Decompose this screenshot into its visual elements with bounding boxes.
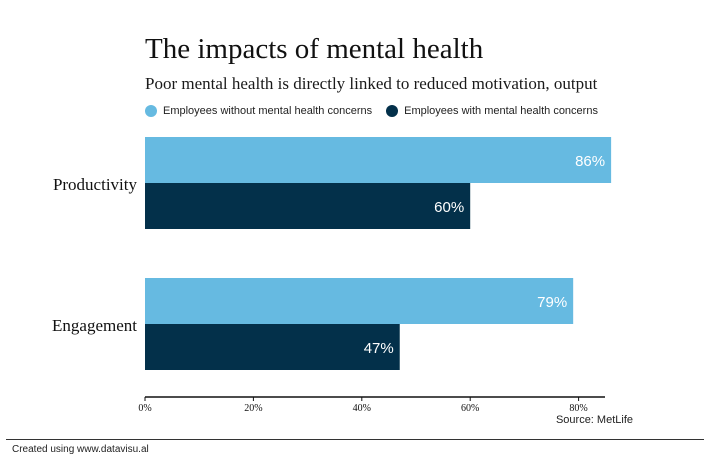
bar-productivity-series-1 <box>145 137 612 183</box>
bar-engagement-series-1 <box>145 278 574 324</box>
chart-title: The impacts of mental health <box>145 33 484 65</box>
x-tick-label-20: 20% <box>244 403 262 414</box>
legend: Employees without mental health concerns… <box>145 102 612 120</box>
legend-label-with-concerns: Employees with mental health concerns <box>404 105 598 117</box>
legend-item-with-concerns: Employees with mental health concerns <box>386 105 598 117</box>
bar-engagement-series-2 <box>145 324 400 370</box>
x-tick-label-40: 40% <box>353 403 371 414</box>
data-label-productivity-series-2: 60% <box>434 199 464 216</box>
category-label-productivity: Productivity <box>53 175 138 194</box>
legend-swatch-without-concerns <box>145 105 157 117</box>
source-note: Source: MetLife <box>555 414 633 426</box>
footer-divider <box>6 439 704 440</box>
legend-swatch-with-concerns <box>386 105 399 117</box>
data-label-engagement-series-2: 47% <box>364 340 394 357</box>
credit-note: Created using www.datavisu.al <box>12 444 149 455</box>
chart-subtitle: Poor mental health is directly linked to… <box>145 74 598 93</box>
x-tick-label-80: 80% <box>569 403 587 414</box>
legend-item-without-concerns: Employees without mental health concerns <box>145 105 372 117</box>
data-label-engagement-series-1: 79% <box>537 294 567 311</box>
bar-productivity-series-2 <box>145 183 471 229</box>
x-tick-label-0: 0% <box>138 403 151 414</box>
x-tick-label-60: 60% <box>461 403 479 414</box>
category-label-engagement: Engagement <box>52 316 137 335</box>
legend-label-without-concerns: Employees without mental health concerns <box>163 105 373 117</box>
data-label-productivity-series-1: 86% <box>575 153 605 170</box>
